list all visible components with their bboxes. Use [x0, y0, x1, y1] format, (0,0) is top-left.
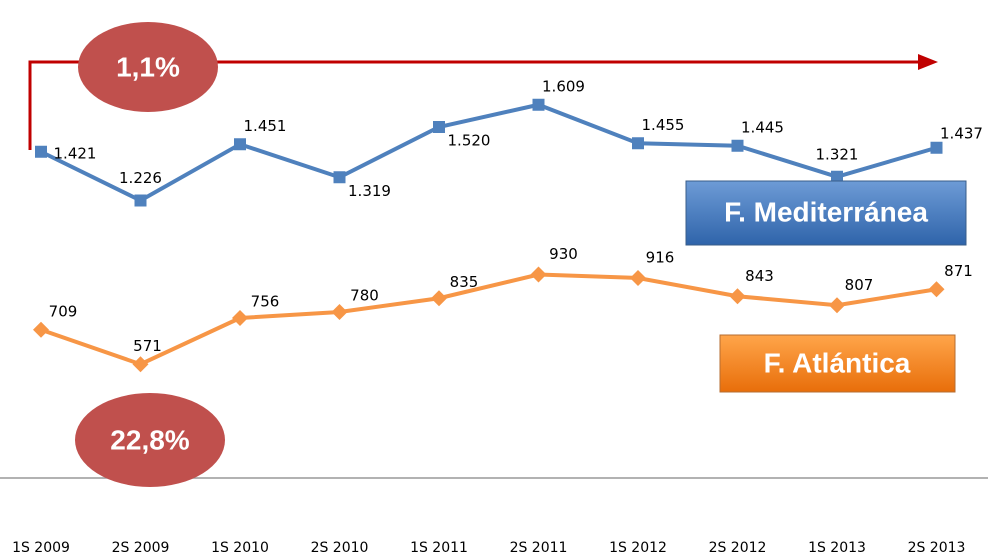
- data-label: 1.421: [54, 144, 97, 162]
- data-label: 1.319: [348, 182, 391, 200]
- x-tick-label: 2S 2013: [908, 540, 966, 556]
- data-label: 1.451: [244, 117, 287, 135]
- legend-label: F. Mediterránea: [724, 196, 928, 227]
- point: [930, 141, 943, 154]
- point: [729, 288, 746, 305]
- data-label: 1.445: [741, 118, 784, 136]
- point: [632, 137, 644, 150]
- legend-label: F. Atlántica: [764, 347, 911, 378]
- point: [132, 356, 149, 373]
- x-tick-label: 2S 2011: [510, 540, 568, 556]
- growth-label: 22,8%: [110, 424, 189, 455]
- x-tick-label: 1S 2012: [609, 540, 667, 556]
- point: [232, 310, 248, 326]
- point: [928, 281, 945, 298]
- x-tick-label: 1S 2013: [808, 540, 866, 556]
- data-label: 916: [646, 249, 675, 267]
- point: [530, 266, 547, 283]
- point: [433, 121, 445, 133]
- x-tick-label: 1S 2011: [410, 540, 468, 556]
- point: [831, 170, 843, 183]
- data-label: 1.321: [816, 145, 859, 163]
- data-label: 835: [450, 273, 479, 291]
- point: [134, 194, 147, 207]
- x-tick-label: 1S 2009: [12, 540, 70, 556]
- data-label: 1.609: [542, 77, 585, 95]
- data-label: 571: [133, 337, 162, 355]
- point: [234, 138, 246, 151]
- data-label: 780: [350, 287, 379, 305]
- point: [829, 297, 845, 314]
- point: [333, 171, 346, 184]
- growth-bubble: [78, 22, 218, 112]
- x-tick-label: 2S 2009: [112, 540, 170, 556]
- x-tick-label: 1S 2010: [211, 540, 269, 556]
- point: [33, 321, 49, 338]
- data-label: 1.437: [940, 124, 983, 142]
- point: [331, 304, 348, 320]
- series-line: [40, 102, 938, 203]
- growth-label: 1,1%: [116, 51, 180, 82]
- data-label: 871: [944, 262, 973, 280]
- data-label: 756: [251, 293, 280, 311]
- data-label: 930: [549, 245, 578, 263]
- x-tick-label: 2S 2012: [709, 540, 767, 556]
- series-line: [40, 272, 937, 367]
- growth-bubble: [75, 393, 225, 487]
- point: [731, 139, 744, 152]
- point: [532, 98, 545, 111]
- data-label: 1.520: [448, 132, 491, 150]
- point: [630, 270, 646, 286]
- legend-box: [719, 334, 956, 393]
- x-tick-label: 2S 2010: [311, 540, 369, 556]
- arrow-head: [918, 54, 938, 70]
- data-label: 843: [745, 267, 774, 285]
- data-label: 1.226: [119, 169, 162, 187]
- data-label: 709: [49, 302, 78, 320]
- point: [431, 290, 447, 307]
- point: [35, 145, 47, 158]
- data-label: 807: [845, 276, 874, 294]
- data-label: 1.455: [642, 116, 685, 134]
- legend-box: [685, 180, 967, 246]
- trend-arrow: [28, 60, 920, 150]
